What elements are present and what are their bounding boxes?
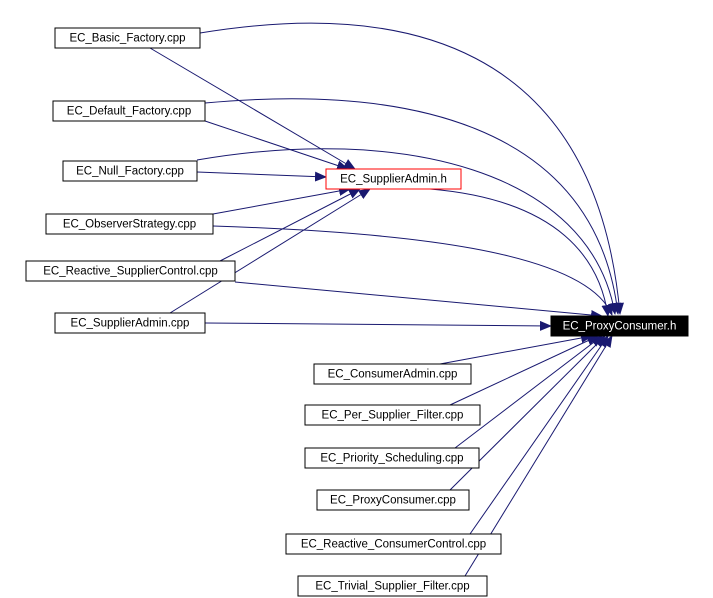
- node-box: [25, 260, 236, 282]
- node-label: EC_Per_Supplier_Filter.cpp: [322, 410, 464, 422]
- node[interactable]: EC_Null_Factory.cpp: [62, 160, 198, 182]
- node-label: EC_SupplierAdmin.h: [340, 174, 447, 186]
- node-box: [304, 404, 481, 426]
- node-box: [313, 363, 472, 385]
- node[interactable]: EC_Priority_Scheduling.cpp: [304, 447, 480, 469]
- node-box: [285, 533, 502, 555]
- edge: [454, 335, 603, 449]
- node-box: [45, 213, 214, 235]
- node-label: EC_ProxyConsumer.cpp: [330, 495, 456, 507]
- node[interactable]: EC_ProxyConsumer.cpp: [316, 489, 470, 511]
- node-label: EC_Reactive_ConsumerControl.cpp: [301, 539, 486, 551]
- edge: [234, 281, 603, 320]
- node[interactable]: EC_Trivial_Supplier_Filter.cpp: [297, 575, 488, 597]
- node-box: [62, 160, 198, 182]
- node-label: EC_Basic_Factory.cpp: [69, 33, 185, 45]
- edge: [204, 320, 552, 331]
- node-box: [52, 100, 206, 122]
- edge: [219, 188, 361, 262]
- node-box: [304, 447, 480, 469]
- edges: [149, 22, 624, 577]
- node[interactable]: EC_Default_Factory.cpp: [52, 100, 206, 122]
- edge: [204, 98, 622, 315]
- node-label: EC_ConsumerAdmin.cpp: [328, 369, 458, 381]
- node[interactable]: EC_ObserverStrategy.cpp: [45, 213, 214, 235]
- edge: [196, 148, 619, 315]
- node-label: EC_ProxyConsumer.h: [563, 321, 677, 333]
- edge: [196, 171, 327, 182]
- node[interactable]: EC_ProxyConsumer.h: [550, 315, 689, 337]
- node-label: EC_Null_Factory.cpp: [76, 166, 184, 178]
- node[interactable]: EC_Reactive_ConsumerControl.cpp: [285, 533, 502, 555]
- node[interactable]: EC_Reactive_SupplierControl.cpp: [25, 260, 236, 282]
- edge: [449, 335, 599, 406]
- node-box: [54, 312, 206, 334]
- edge: [169, 188, 371, 314]
- node[interactable]: EC_Basic_Factory.cpp: [54, 27, 201, 49]
- node[interactable]: EC_Per_Supplier_Filter.cpp: [304, 404, 481, 426]
- edge: [199, 22, 624, 315]
- node-label: EC_Reactive_SupplierControl.cpp: [43, 266, 218, 278]
- node-box: [550, 315, 689, 337]
- node-label: EC_Default_Factory.cpp: [67, 106, 191, 118]
- node[interactable]: EC_SupplierAdmin.cpp: [54, 312, 206, 334]
- node[interactable]: EC_SupplierAdmin.h: [325, 168, 462, 190]
- edge: [204, 120, 349, 171]
- node-label: EC_SupplierAdmin.cpp: [71, 318, 190, 330]
- node-box: [297, 575, 488, 597]
- node-box: [54, 27, 201, 49]
- edge: [212, 225, 613, 316]
- nodes: EC_Basic_Factory.cpp EC_Default_Factory.c…: [25, 27, 689, 597]
- node-box: [316, 489, 470, 511]
- edge: [439, 333, 593, 365]
- edge: [212, 186, 351, 215]
- edge: [469, 335, 609, 535]
- edge: [429, 188, 612, 317]
- node[interactable]: EC_ConsumerAdmin.cpp: [313, 363, 472, 385]
- node-label: EC_Trivial_Supplier_Filter.cpp: [315, 581, 469, 593]
- node-label: EC_Priority_Scheduling.cpp: [320, 453, 463, 465]
- node-box: [325, 168, 462, 190]
- node-label: EC_ObserverStrategy.cpp: [63, 219, 196, 231]
